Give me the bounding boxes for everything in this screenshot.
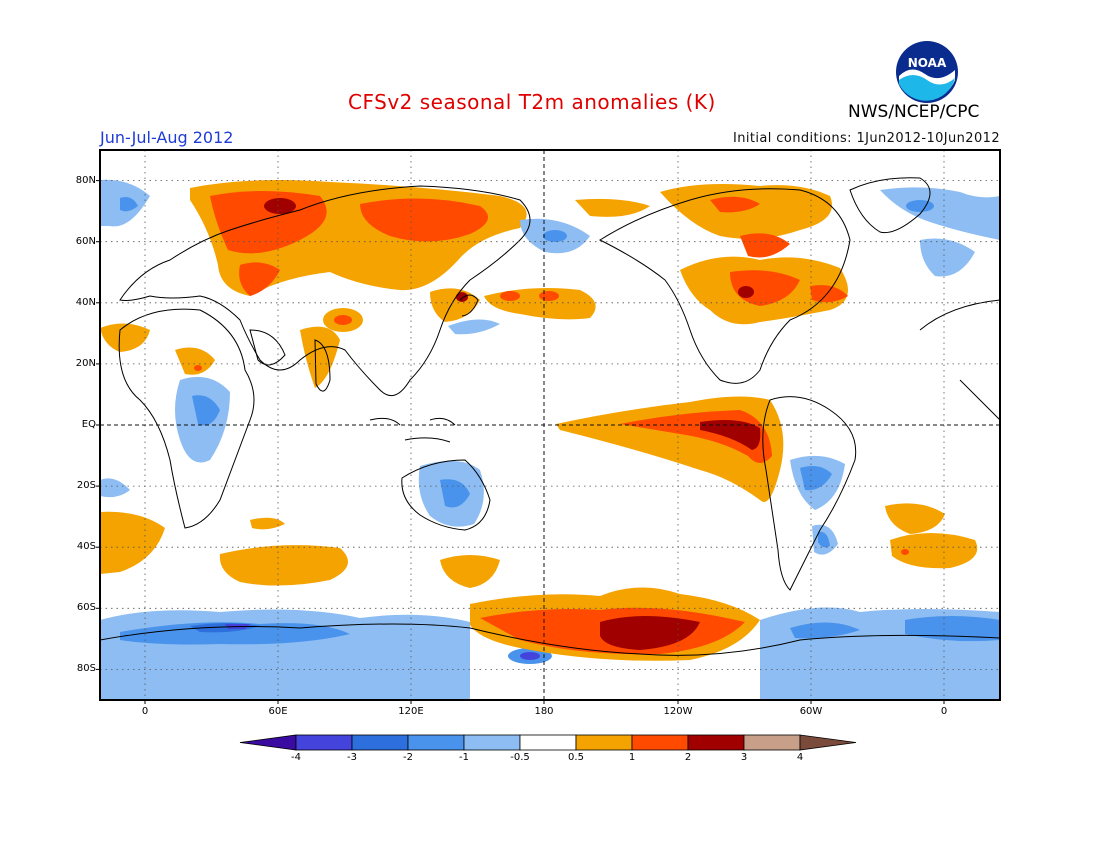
lat-label-80n: 80N xyxy=(75,174,96,186)
colorbar xyxy=(239,734,857,751)
chart-title: CFSv2 seasonal T2m anomalies (K) xyxy=(348,90,716,114)
north-pacific-warm-anomaly xyxy=(484,198,650,320)
equatorial-pacific-warm-tongue xyxy=(556,396,784,502)
lat-label-80s: 80S xyxy=(76,663,96,675)
southern-ocean-cool-anomaly xyxy=(100,607,1000,700)
southern-midlat-warm-anomaly xyxy=(100,323,978,588)
lon-label-0-left: 0 xyxy=(141,706,149,717)
colorbar-arrow-high xyxy=(799,734,857,751)
north-america-warm-anomaly xyxy=(660,184,848,325)
lon-label-120e: 120E xyxy=(398,706,424,717)
antarctic-warm-anomaly xyxy=(470,587,760,661)
colorbar-label: -1 xyxy=(459,752,469,763)
colorbar-swatch xyxy=(295,734,353,751)
lat-label-20s: 20S xyxy=(76,480,96,492)
colorbar-label: 2 xyxy=(684,752,692,763)
lon-label-60w: 60W xyxy=(799,706,823,717)
lat-label-40n: 40N xyxy=(75,296,96,308)
tick-marks xyxy=(96,180,945,704)
colorbar-swatch xyxy=(743,734,801,751)
asia-cool-anomaly xyxy=(100,179,590,335)
eurasia-warm-anomaly xyxy=(190,180,527,388)
forecast-period: Jun-Jul-Aug 2012 xyxy=(100,128,234,147)
colorbar-swatch xyxy=(351,734,409,751)
colorbar-label: -2 xyxy=(403,752,413,763)
lon-label-120w: 120W xyxy=(663,706,693,717)
lat-label-60s: 60S xyxy=(76,602,96,614)
lat-label-20n: 20N xyxy=(75,357,96,369)
colorbar-swatch xyxy=(519,734,577,751)
colorbar-label: 3 xyxy=(740,752,748,763)
lat-label-40s: 40S xyxy=(76,541,96,553)
initial-conditions: Initial conditions: 1Jun2012-10Jun2012 xyxy=(733,131,1000,146)
lat-label-60n: 60N xyxy=(75,235,96,247)
lon-label-0-right: 0 xyxy=(940,706,948,717)
lat-label-eq: EQ xyxy=(81,419,96,430)
colorbar-swatch xyxy=(687,734,745,751)
colorbar-label: -4 xyxy=(291,752,301,763)
colorbar-swatch xyxy=(463,734,521,751)
lon-label-60e: 60E xyxy=(268,706,288,717)
colorbar-label: 0.5 xyxy=(568,752,584,763)
colorbar-label: 1 xyxy=(628,752,636,763)
africa-cool-anomaly xyxy=(100,376,230,498)
agency-label: NWS/NCEP/CPC xyxy=(848,102,980,122)
coastlines xyxy=(100,177,1000,656)
colorbar-swatch xyxy=(631,734,689,751)
greenland-cool-anomaly xyxy=(880,187,1000,277)
colorbar-swatch xyxy=(407,734,465,751)
colorbar-arrow-low xyxy=(239,734,297,751)
colorbar-label: -3 xyxy=(347,752,357,763)
lon-label-180: 180 xyxy=(534,706,554,717)
reference-lines xyxy=(100,150,1000,700)
logo-text: NOAA xyxy=(908,56,947,70)
colorbar-label: -0.5 xyxy=(510,752,530,763)
noaa-logo-icon: NOAA xyxy=(896,41,958,103)
colorbar-swatch xyxy=(575,734,633,751)
colorbar-label: 4 xyxy=(796,752,804,763)
